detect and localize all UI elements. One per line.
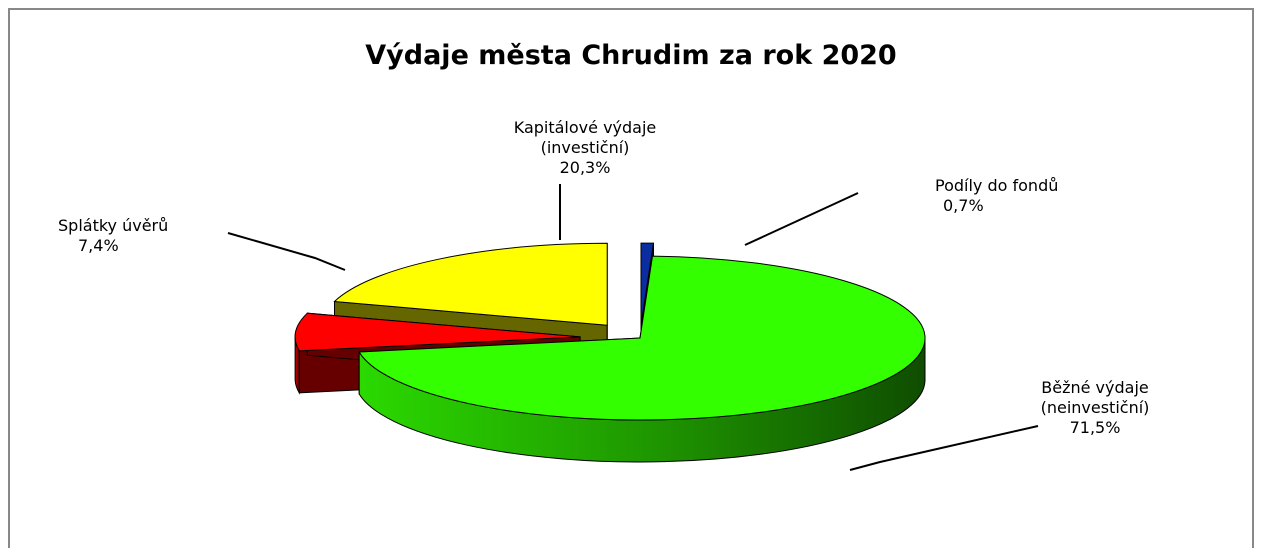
slice-label: Kapitálové výdaje (investiční) 20,3% <box>470 118 700 178</box>
value-label: 71,5% <box>1069 418 1121 437</box>
category-label: Podíly do fondů <box>935 176 1059 195</box>
chart-title: Výdaje města Chrudim za rok 2020 <box>365 40 897 71</box>
slice-label: Podíly do fondů 0,7% <box>935 176 1115 216</box>
leader-line <box>744 192 859 246</box>
category-label: Běžné výdaje (neinvestiční) <box>1040 378 1150 417</box>
leader-line <box>227 232 346 271</box>
category-label: Splátky úvěrů <box>58 216 169 235</box>
pie-slice <box>358 255 926 463</box>
slice-top <box>358 255 926 421</box>
leader-line <box>849 425 1039 471</box>
value-label: 20,3% <box>559 158 611 177</box>
value-label: 7,4% <box>78 236 119 255</box>
slice-top <box>294 312 581 352</box>
chart-frame <box>8 8 1254 548</box>
value-label: 0,7% <box>943 196 984 215</box>
slice-top <box>640 242 655 326</box>
category-label: Kapitálové výdaje (investiční) <box>513 118 657 157</box>
slice-label: Splátky úvěrů 7,4% <box>58 216 238 256</box>
slice-label: Běžné výdaje (neinvestiční) 71,5% <box>1030 378 1160 438</box>
slice-top <box>333 242 608 326</box>
